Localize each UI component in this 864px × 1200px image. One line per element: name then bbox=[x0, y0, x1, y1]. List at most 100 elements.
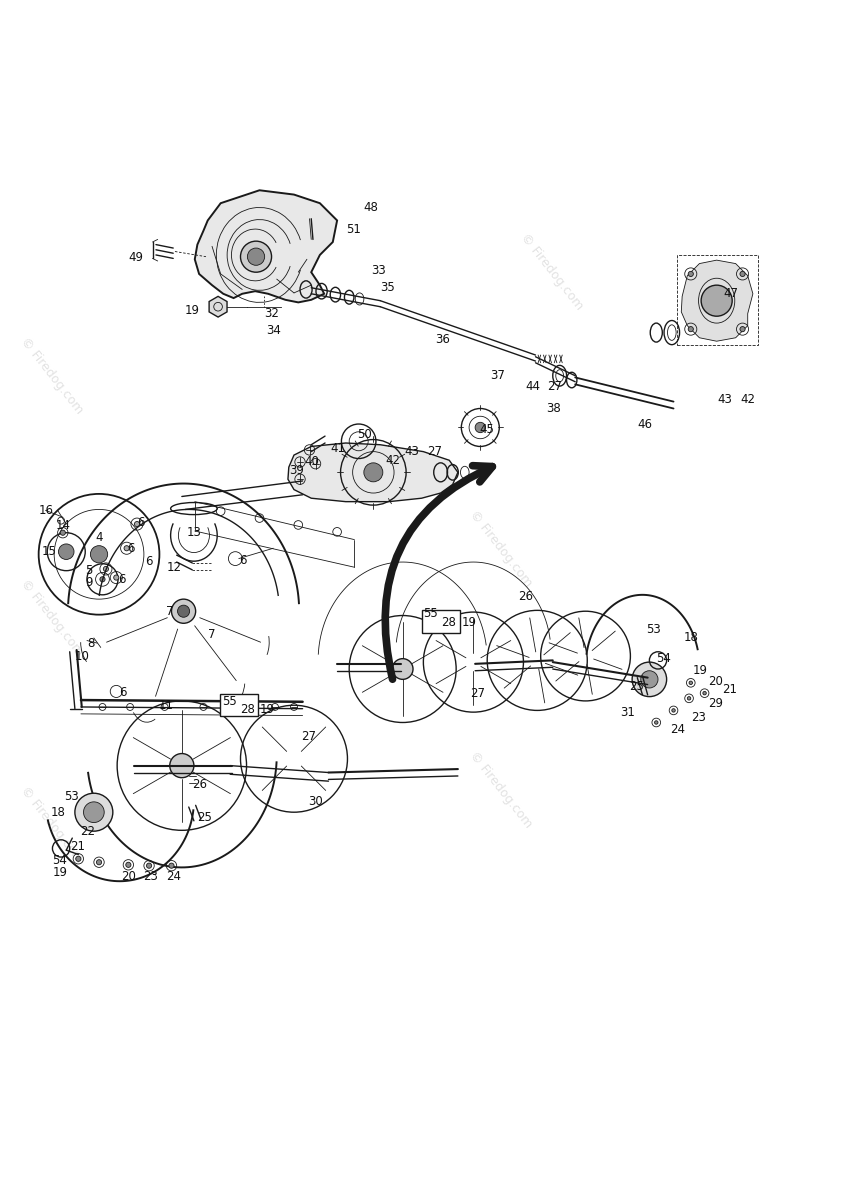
Text: 19: 19 bbox=[259, 703, 275, 716]
Text: 45: 45 bbox=[480, 422, 494, 436]
Text: 36: 36 bbox=[435, 332, 450, 346]
Circle shape bbox=[689, 682, 693, 684]
Text: © Firedog.com: © Firedog.com bbox=[18, 335, 86, 416]
Circle shape bbox=[60, 530, 66, 535]
Circle shape bbox=[672, 709, 676, 712]
Text: 31: 31 bbox=[620, 706, 635, 719]
Text: 9: 9 bbox=[86, 576, 92, 589]
Circle shape bbox=[75, 793, 113, 832]
Text: 6: 6 bbox=[119, 685, 126, 698]
Text: 7: 7 bbox=[166, 605, 174, 618]
Text: 24: 24 bbox=[670, 722, 685, 736]
Text: 28: 28 bbox=[240, 703, 256, 716]
Text: 39: 39 bbox=[289, 464, 303, 478]
Circle shape bbox=[688, 697, 691, 700]
Circle shape bbox=[247, 248, 264, 265]
Text: 38: 38 bbox=[546, 402, 561, 415]
Text: 37: 37 bbox=[491, 370, 505, 383]
Text: 54: 54 bbox=[53, 854, 67, 868]
Bar bbox=[677, 254, 758, 344]
Text: 51: 51 bbox=[346, 222, 360, 235]
Polygon shape bbox=[209, 296, 227, 317]
Text: 18: 18 bbox=[684, 631, 699, 644]
Text: 7: 7 bbox=[207, 628, 215, 641]
Text: 26: 26 bbox=[192, 778, 207, 791]
Text: 25: 25 bbox=[629, 679, 644, 692]
Text: 19: 19 bbox=[693, 665, 708, 677]
Text: 55: 55 bbox=[222, 695, 237, 708]
Text: 15: 15 bbox=[42, 545, 57, 558]
Circle shape bbox=[655, 721, 658, 725]
Text: 29: 29 bbox=[708, 697, 723, 710]
Text: 20: 20 bbox=[708, 674, 723, 688]
Circle shape bbox=[147, 863, 152, 869]
Text: 18: 18 bbox=[51, 805, 66, 818]
Text: 8: 8 bbox=[87, 637, 94, 649]
Text: 6: 6 bbox=[238, 554, 246, 566]
Text: 47: 47 bbox=[723, 287, 739, 300]
Text: 21: 21 bbox=[70, 840, 85, 853]
Text: 41: 41 bbox=[330, 442, 346, 455]
Circle shape bbox=[702, 691, 706, 695]
Circle shape bbox=[126, 863, 131, 868]
Text: 19: 19 bbox=[461, 616, 476, 629]
Polygon shape bbox=[194, 191, 337, 302]
Text: 19: 19 bbox=[53, 866, 67, 880]
Circle shape bbox=[100, 577, 105, 582]
Text: 42: 42 bbox=[385, 454, 400, 467]
Polygon shape bbox=[682, 260, 753, 341]
Text: 5: 5 bbox=[86, 564, 92, 577]
Text: 13: 13 bbox=[187, 527, 202, 539]
Text: 49: 49 bbox=[129, 251, 143, 264]
Text: © Firedog.com: © Firedog.com bbox=[518, 232, 586, 313]
Text: 27: 27 bbox=[427, 445, 442, 458]
Text: 27: 27 bbox=[301, 730, 316, 743]
Circle shape bbox=[84, 802, 105, 822]
Text: 21: 21 bbox=[721, 683, 737, 696]
Circle shape bbox=[632, 662, 667, 697]
Circle shape bbox=[97, 859, 102, 865]
Text: 6: 6 bbox=[127, 541, 134, 554]
Text: 54: 54 bbox=[657, 652, 671, 665]
Text: 6: 6 bbox=[137, 516, 144, 529]
Circle shape bbox=[59, 544, 74, 559]
Circle shape bbox=[364, 463, 383, 482]
Text: 16: 16 bbox=[39, 504, 54, 517]
Text: 26: 26 bbox=[518, 590, 533, 604]
Circle shape bbox=[689, 326, 694, 331]
Text: 4: 4 bbox=[96, 532, 103, 545]
Circle shape bbox=[104, 566, 109, 571]
Circle shape bbox=[701, 286, 732, 317]
Circle shape bbox=[135, 522, 140, 527]
Text: 23: 23 bbox=[691, 710, 706, 724]
Text: 6: 6 bbox=[118, 572, 125, 586]
Text: 42: 42 bbox=[740, 392, 756, 406]
Text: 11: 11 bbox=[159, 698, 174, 712]
Text: 53: 53 bbox=[646, 623, 661, 636]
Circle shape bbox=[641, 671, 658, 688]
Text: © Firedog.com: © Firedog.com bbox=[467, 749, 534, 830]
Text: 22: 22 bbox=[80, 824, 95, 838]
Circle shape bbox=[475, 422, 486, 433]
Circle shape bbox=[740, 271, 745, 276]
Text: 32: 32 bbox=[264, 307, 280, 320]
Text: 43: 43 bbox=[404, 445, 419, 458]
Text: 40: 40 bbox=[304, 455, 319, 468]
Text: 10: 10 bbox=[75, 650, 90, 664]
Circle shape bbox=[740, 326, 745, 331]
Circle shape bbox=[169, 754, 194, 778]
Text: 30: 30 bbox=[308, 796, 322, 809]
Circle shape bbox=[124, 546, 130, 551]
Text: 27: 27 bbox=[548, 379, 562, 392]
Text: 19: 19 bbox=[184, 304, 200, 317]
Text: 6: 6 bbox=[146, 554, 153, 568]
Text: 46: 46 bbox=[638, 419, 652, 431]
Circle shape bbox=[114, 575, 119, 580]
Text: 27: 27 bbox=[470, 686, 485, 700]
Text: 43: 43 bbox=[717, 392, 733, 406]
Text: 55: 55 bbox=[423, 607, 438, 620]
Text: 35: 35 bbox=[380, 281, 395, 294]
Circle shape bbox=[91, 546, 108, 563]
Text: 12: 12 bbox=[166, 560, 181, 574]
Bar bbox=[219, 694, 257, 716]
